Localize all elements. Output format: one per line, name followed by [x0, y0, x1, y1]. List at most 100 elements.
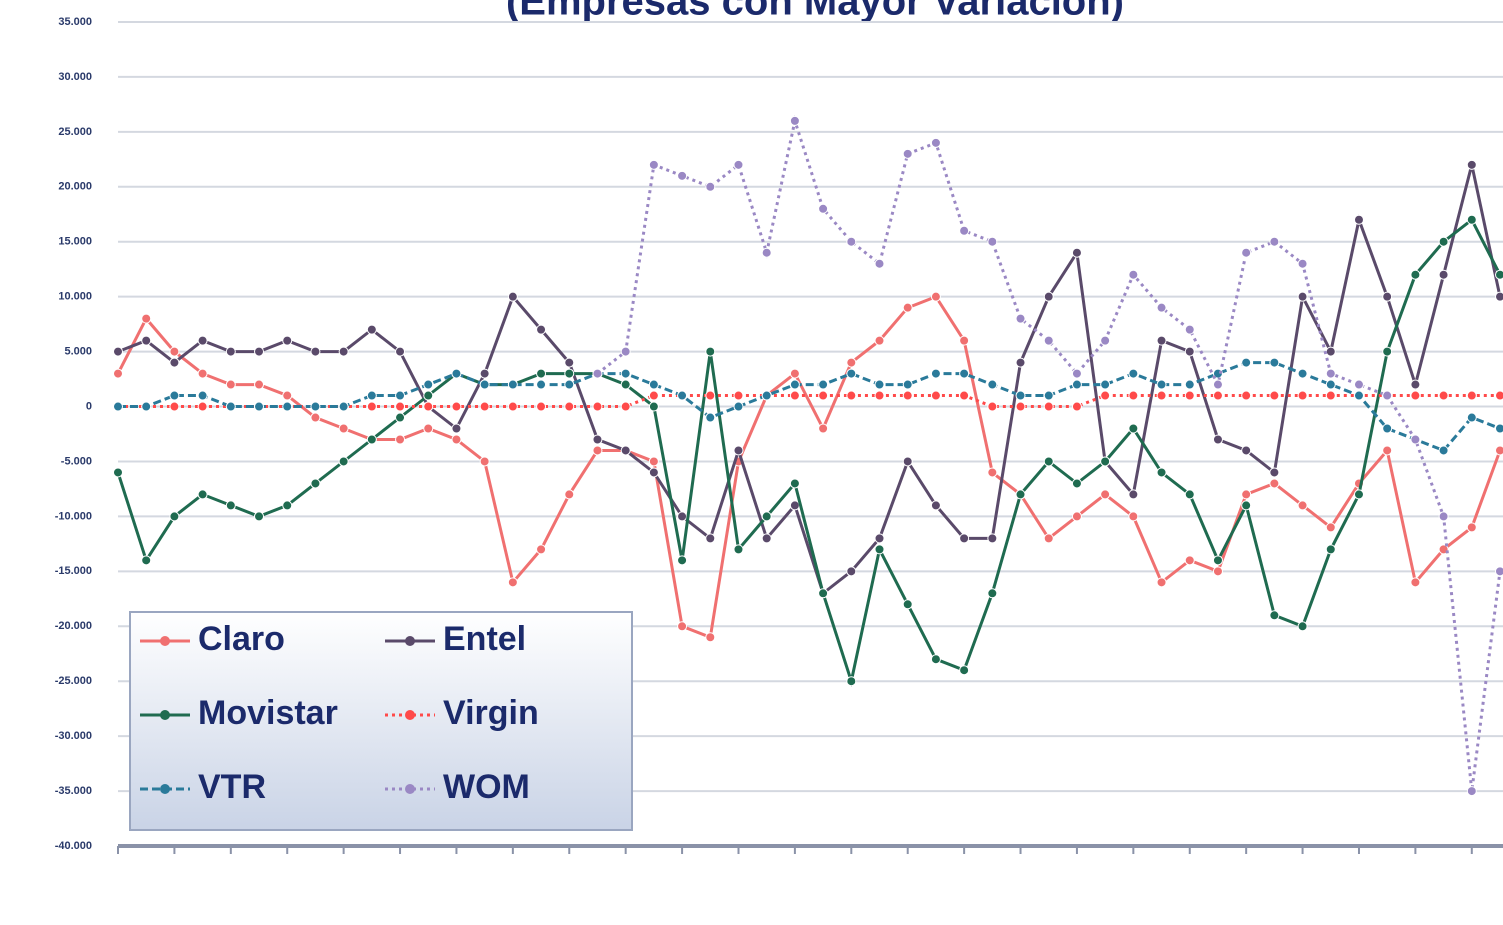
y-tick-label: 5.000: [64, 346, 92, 358]
data-point: [677, 390, 688, 401]
data-point: [705, 346, 716, 357]
data-point: [1241, 390, 1252, 401]
data-point: [846, 390, 857, 401]
data-point: [1156, 577, 1167, 588]
data-point: [874, 544, 885, 555]
data-point: [1325, 346, 1336, 357]
data-point: [282, 500, 293, 511]
data-point: [874, 533, 885, 544]
data-point: [395, 412, 406, 423]
data-point: [197, 368, 208, 379]
data-point: [677, 511, 688, 522]
data-point: [761, 247, 772, 258]
data-point: [1382, 346, 1393, 357]
data-point: [789, 115, 800, 126]
data-point: [1466, 522, 1477, 533]
data-point: [113, 346, 123, 357]
data-point: [1241, 247, 1252, 258]
data-point: [1100, 335, 1111, 346]
data-point: [1184, 390, 1195, 401]
data-point: [930, 137, 941, 148]
data-point: [733, 544, 744, 555]
data-point: [507, 401, 518, 412]
data-point: [225, 500, 236, 511]
data-point: [902, 390, 913, 401]
data-point: [1466, 159, 1477, 170]
data-point: [1495, 269, 1503, 280]
data-point: [1184, 489, 1195, 500]
data-point: [169, 357, 180, 368]
data-point: [1466, 214, 1477, 225]
data-point: [1156, 467, 1167, 478]
data-point: [113, 467, 123, 478]
data-point: [1495, 423, 1503, 434]
data-point: [1353, 214, 1364, 225]
data-point: [536, 379, 547, 390]
data-point: [733, 401, 744, 412]
data-point: [705, 632, 716, 643]
data-point: [930, 500, 941, 511]
data-point: [395, 346, 406, 357]
data-point: [874, 258, 885, 269]
data-point: [1410, 269, 1421, 280]
data-point: [959, 368, 970, 379]
legend-marker: [160, 784, 170, 794]
y-tick-label: 15.000: [58, 236, 92, 248]
data-point: [451, 423, 462, 434]
data-point: [423, 423, 434, 434]
data-point: [395, 390, 406, 401]
data-point: [1212, 434, 1223, 445]
data-point: [987, 533, 998, 544]
data-point: [846, 676, 857, 687]
data-point: [1269, 390, 1280, 401]
data-point: [1212, 566, 1223, 577]
data-point: [1015, 489, 1026, 500]
data-point: [1382, 445, 1393, 456]
data-point: [1269, 610, 1280, 621]
data-point: [789, 379, 800, 390]
y-tick-label: -40.000: [55, 840, 92, 852]
data-point: [423, 379, 434, 390]
data-point: [1297, 621, 1308, 632]
data-point: [1128, 489, 1139, 500]
data-point: [818, 203, 829, 214]
data-point: [874, 390, 885, 401]
data-point: [930, 654, 941, 665]
data-point: [1410, 434, 1421, 445]
data-point: [592, 445, 603, 456]
data-point: [1438, 269, 1449, 280]
data-point: [1382, 291, 1393, 302]
data-point: [1269, 478, 1280, 489]
data-point: [959, 390, 970, 401]
data-point: [1212, 390, 1223, 401]
data-point: [1438, 445, 1449, 456]
data-point: [620, 368, 631, 379]
data-point: [310, 401, 321, 412]
data-point: [1043, 533, 1054, 544]
series-line: [116, 217, 1502, 688]
data-point: [930, 291, 941, 302]
data-point: [959, 665, 970, 676]
data-point: [1241, 489, 1252, 500]
data-point: [1241, 445, 1252, 456]
data-point: [648, 401, 659, 412]
data-point: [536, 324, 547, 335]
data-point: [761, 533, 772, 544]
data-point: [1325, 522, 1336, 533]
data-point: [338, 423, 349, 434]
data-point: [1269, 236, 1280, 247]
data-point: [846, 566, 857, 577]
data-point: [761, 390, 772, 401]
data-point: [169, 511, 180, 522]
data-point: [648, 379, 659, 390]
data-point: [1325, 390, 1336, 401]
y-tick-label: -25.000: [55, 675, 92, 687]
data-point: [564, 368, 575, 379]
data-point: [423, 390, 434, 401]
data-point: [1353, 390, 1364, 401]
data-point: [564, 357, 575, 368]
data-point: [1297, 368, 1308, 379]
data-point: [1100, 456, 1111, 467]
data-point: [987, 379, 998, 390]
